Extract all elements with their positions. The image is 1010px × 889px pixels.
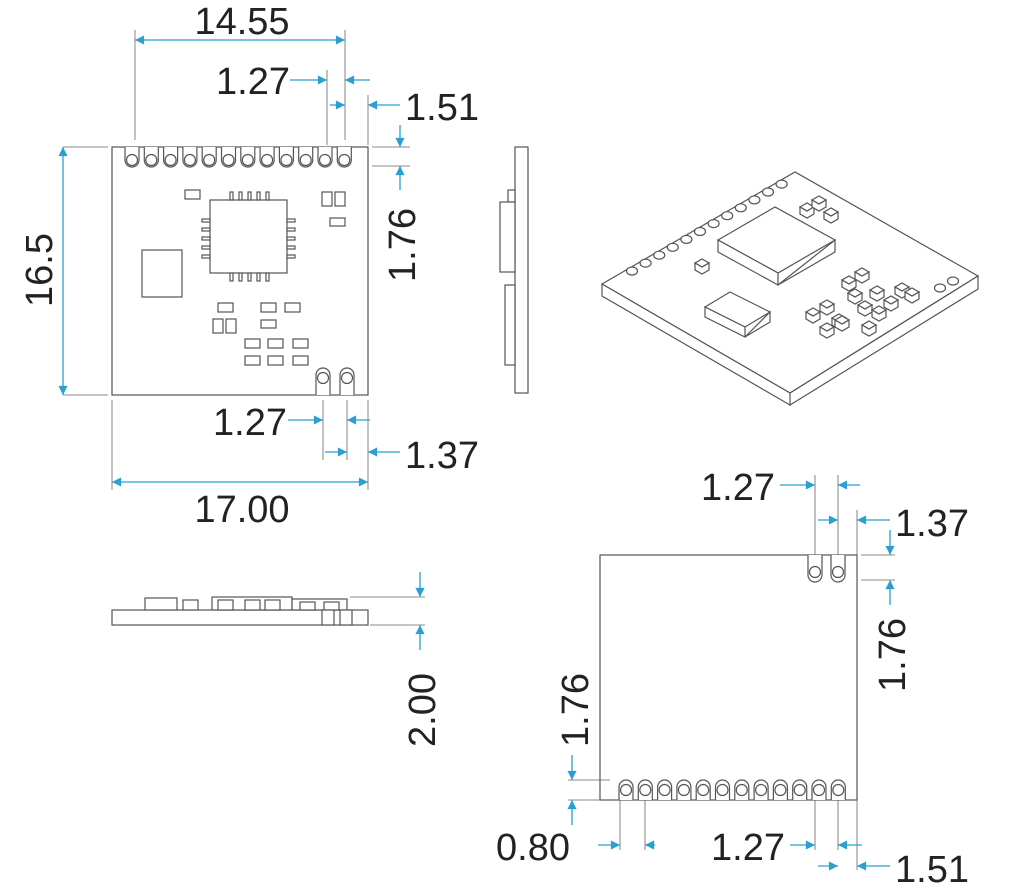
pad-hole [625, 266, 639, 276]
pad-hole [748, 195, 761, 205]
dim-2-00: 2.00 [402, 673, 444, 747]
chip-pin [256, 272, 261, 282]
smd-component-side [805, 310, 821, 324]
pad-hole [658, 783, 671, 797]
pad-hole [697, 783, 710, 797]
chip-pin [238, 191, 243, 201]
smd-component-side [861, 323, 877, 337]
side-view-horizontal: 2.00 [111, 572, 444, 747]
dim-bottom-1-27-top: 1.27 [701, 467, 775, 509]
smd-component-side [871, 308, 887, 322]
smd-component-side [869, 288, 885, 302]
smd-component-side [883, 298, 899, 312]
smd-component-side [811, 198, 827, 212]
dim-1-51-top: 1.51 [405, 87, 479, 129]
pad-hole [716, 783, 729, 797]
pad-hole [680, 234, 693, 244]
dim-bottom-1-51: 1.51 [895, 849, 969, 889]
pad-hole [793, 783, 806, 797]
pad-hole [183, 153, 196, 167]
pad-hole [619, 783, 633, 797]
pad-hole [754, 783, 768, 797]
pad-hole [735, 783, 748, 797]
smd-component-side [904, 290, 920, 304]
smd-component-side [819, 325, 835, 339]
chip-pin [247, 272, 252, 282]
pad-hole [734, 203, 747, 213]
pad-hole [241, 153, 254, 167]
smd-component-side [854, 270, 870, 284]
dim-1-37-bottom: 1.37 [405, 435, 479, 477]
dim-14-55: 14.55 [194, 1, 289, 43]
chip-pin [229, 191, 234, 201]
pad-hole [666, 242, 679, 252]
dim-1-76-top: 1.76 [382, 208, 424, 282]
chip-pin [247, 191, 252, 201]
pad-hole [693, 226, 707, 237]
dim-bottom-0-80: 0.80 [496, 827, 570, 869]
dim-bottom-1-76-left: 1.76 [555, 673, 597, 747]
chip-pin [201, 218, 211, 223]
pad-hole [280, 153, 293, 167]
top-view: 14.55 1.27 1.51 1.76 16.5 1.27 1.37 17.0… [19, 1, 479, 531]
pad-hole [653, 250, 666, 260]
dim-16-5: 16.5 [19, 233, 61, 307]
dim-bottom-1-76-right: 1.76 [872, 618, 914, 692]
dim-1-27-top: 1.27 [216, 61, 290, 103]
dim-bottom-1-37: 1.37 [895, 503, 969, 545]
dim-17-00: 17.00 [194, 489, 289, 531]
chip-pin [265, 191, 270, 201]
chip-pin [201, 245, 211, 250]
chip-pin [286, 227, 296, 232]
pad-hole [677, 783, 691, 797]
dim-bottom-1-27-bottom: 1.27 [711, 827, 785, 869]
chip-pin [286, 218, 296, 223]
pad-hole [203, 153, 216, 167]
pad-hole [145, 153, 158, 167]
chip-pin [201, 236, 211, 241]
side-view-vertical [499, 146, 529, 394]
pad-hole [933, 283, 947, 293]
pad-hole [222, 153, 235, 167]
pad-hole [761, 187, 775, 197]
pad-hole [261, 153, 274, 167]
pad-hole [946, 276, 960, 286]
chip-pin [256, 191, 261, 201]
smd-component-side [834, 318, 850, 332]
pad-hole [721, 211, 734, 221]
chip-pin [265, 272, 270, 282]
pad-hole [639, 783, 652, 797]
smd-component-side [847, 291, 863, 305]
smd-component-side [694, 261, 710, 275]
pad-hole [639, 258, 652, 268]
smd-component-side [819, 302, 835, 316]
pad-hole [707, 219, 720, 229]
isometric-view [600, 171, 980, 407]
chip-pin [286, 245, 296, 250]
chip-pin [238, 272, 243, 282]
bottom-view: 1.27 1.37 1.76 1.76 0.80 1.27 1.51 [496, 467, 969, 889]
chip-pin [229, 272, 234, 282]
pad-hole [299, 153, 312, 167]
pad-hole [774, 783, 787, 797]
smd-component-side [841, 278, 857, 292]
chip-pin [286, 236, 296, 241]
pad-hole [318, 153, 332, 167]
pad-hole [164, 153, 177, 167]
smd-component-side [823, 210, 839, 224]
pad-hole [775, 179, 788, 189]
pad-hole [125, 153, 139, 167]
pad-hole [812, 783, 826, 797]
chip-pin [286, 254, 296, 259]
pad-hole [338, 153, 351, 167]
smd-component-side [799, 205, 815, 219]
chip-pin [201, 254, 211, 259]
pad-hole [832, 783, 845, 797]
dim-1-27-bottom: 1.27 [213, 402, 287, 444]
chip-pin [201, 227, 211, 232]
